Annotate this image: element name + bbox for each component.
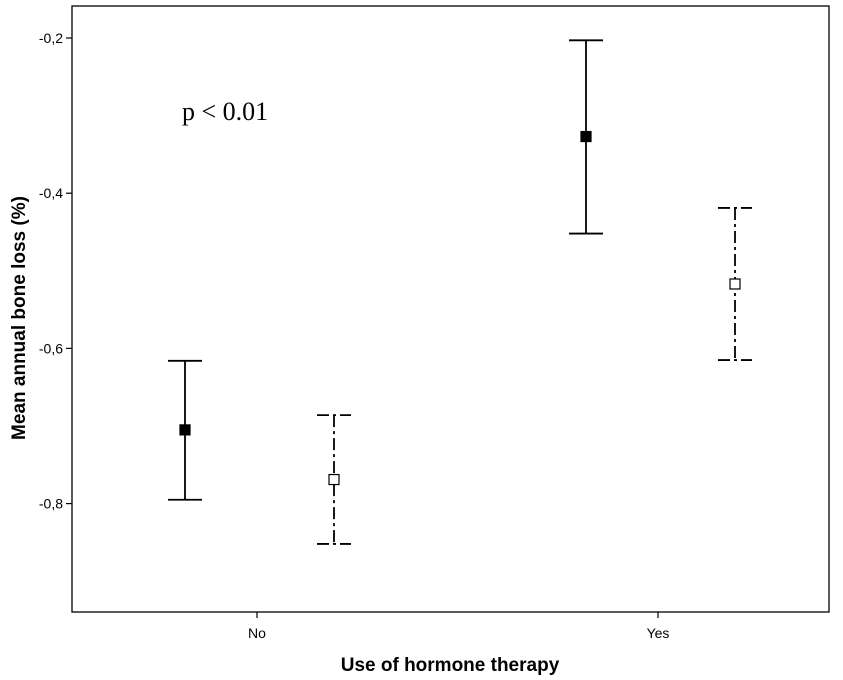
y-tick-label: -0,2 (39, 30, 63, 46)
plot-frame (71, 5, 830, 613)
y-tick-label: -0,4 (39, 185, 63, 201)
p-value-annotation: p < 0.01 (182, 97, 268, 126)
y-axis-title: Mean annual bone loss (%) (9, 196, 30, 440)
y-axis: -0,2 -0,4 -0,6 -0,8 (39, 30, 72, 512)
mean-marker (729, 278, 741, 290)
y-tick-label: -0,6 (39, 340, 63, 356)
x-tick-label: Yes (647, 625, 670, 641)
y-tick-label: -0,8 (39, 496, 63, 512)
x-axis-title: Use of hormone therapy (341, 655, 560, 676)
mean-marker (328, 473, 340, 486)
x-axis: No Yes (248, 612, 669, 641)
error-bars (168, 39, 752, 545)
x-tick-label: No (248, 625, 266, 641)
mean-marker (179, 424, 191, 436)
mean-marker (580, 130, 592, 143)
